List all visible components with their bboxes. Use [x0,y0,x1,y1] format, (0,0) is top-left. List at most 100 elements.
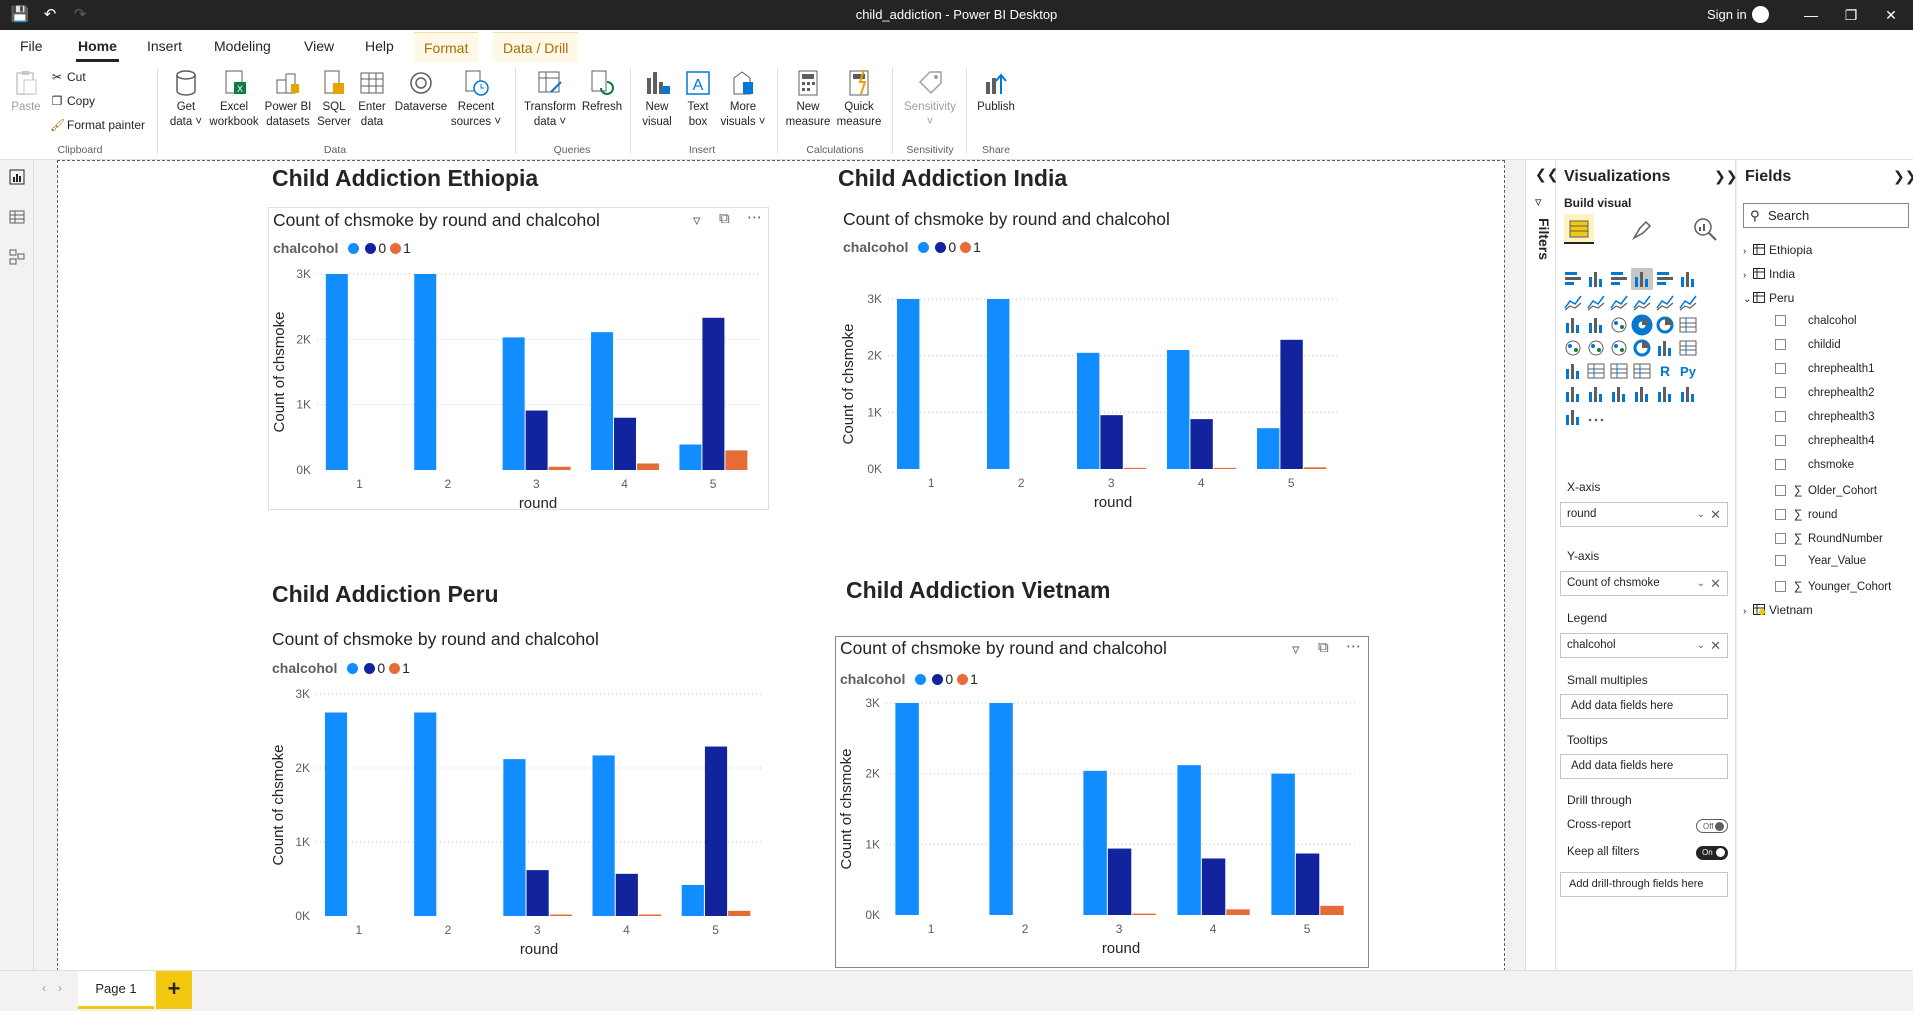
more-visuals-button[interactable]: More visuals ˅ [718,68,768,130]
collapse-fields-icon[interactable]: ❯❯ [1893,168,1913,184]
clustered-column-visual-icon[interactable] [1631,268,1653,290]
tooltips-well[interactable]: Add data fields here [1560,754,1728,779]
filter-icon[interactable]: ▿ [1292,641,1300,658]
bar[interactable] [591,332,614,470]
bar[interactable] [548,466,571,470]
field-item[interactable]: ∑ Younger_Cohort [1775,579,1891,593]
field-item[interactable]: Year_Value [1775,555,1866,567]
table-visual-icon[interactable] [1608,360,1630,382]
bar[interactable] [503,759,526,916]
paste-button[interactable]: Paste [10,68,42,115]
chevron-down-icon[interactable]: ⌄ [1696,640,1705,651]
field-table[interactable]: › Ethiopia [1743,243,1812,257]
format-visual-tab[interactable] [1626,214,1656,244]
bar[interactable] [637,463,659,470]
field-table[interactable]: › India [1743,267,1795,281]
filter-icon[interactable]: ▿ [693,212,701,229]
bar[interactable] [414,712,437,917]
shape-map-visual-icon[interactable] [1608,337,1630,359]
power-bi-datasets-button[interactable]: Power BI datasets [262,68,314,130]
tab-insert[interactable]: Insert [147,38,183,54]
bar[interactable] [1190,419,1213,469]
map-visual-icon[interactable] [1562,337,1584,359]
legend-dot-blank[interactable] [918,242,930,253]
decomp-tree-visual-icon[interactable] [1562,406,1584,428]
remove-field-icon[interactable]: ✕ [1710,576,1721,591]
gauge-visual-icon[interactable] [1631,337,1653,359]
bar[interactable] [702,317,725,470]
close-icon[interactable]: ✕ [1885,7,1897,23]
more-options-icon[interactable]: ⋯ [747,209,762,226]
remove-field-icon[interactable]: ✕ [1710,507,1721,522]
legend-dot-blank[interactable] [347,663,359,674]
field-checkbox[interactable] [1775,459,1786,470]
matrix-visual-icon[interactable] [1631,360,1653,382]
chevron-right-icon[interactable]: › [1743,270,1747,281]
field-item[interactable]: ∑ RoundNumber [1775,531,1883,545]
bar[interactable] [502,337,525,470]
bar[interactable] [1083,770,1107,915]
chart-vietnam[interactable]: Count of chsmoke by round and chalcohol … [835,636,1369,968]
quick-measure-button[interactable]: Quick measure [834,68,884,130]
bar[interactable] [897,299,920,469]
chevron-right-icon[interactable]: › [1743,246,1747,257]
line-clustered-visual-icon[interactable] [1654,291,1676,313]
focus-mode-icon[interactable]: ⧉ [719,210,730,227]
bar[interactable] [1201,858,1226,915]
bar[interactable] [1303,467,1327,469]
bar[interactable] [1167,350,1190,469]
chevron-down-icon[interactable]: ⌄ [1696,509,1705,520]
bar[interactable] [1177,765,1201,915]
redo-icon[interactable]: ↷ [73,6,87,23]
clustered-bar-visual-icon[interactable] [1608,268,1630,290]
bar[interactable] [1320,905,1344,915]
field-checkbox[interactable] [1775,363,1786,374]
bar[interactable] [989,703,1013,915]
new-measure-button[interactable]: New measure [784,68,832,130]
recent-sources-button[interactable]: Recent sources ˅ [450,68,502,130]
keep-filters-toggle[interactable]: On [1696,846,1728,860]
undo-icon[interactable]: ↶ [43,6,57,23]
key-influencers-visual-icon[interactable] [1562,383,1584,405]
report-page[interactable]: Child Addiction Ethiopia Count of chsmok… [57,160,1505,971]
100-column-visual-icon[interactable] [1677,268,1699,290]
field-item[interactable]: ∑ Older_Cohort [1775,483,1877,497]
power-automate-visual-icon[interactable] [1677,383,1699,405]
bar[interactable] [1077,352,1100,469]
treemap-visual-icon[interactable] [1677,314,1699,336]
page-tab-1[interactable]: Page 1 [78,971,154,1009]
chevron-right-icon[interactable]: › [1743,606,1747,617]
bar[interactable] [681,884,704,916]
field-item[interactable]: chsmoke [1775,459,1854,471]
legend-dot-blank[interactable] [915,674,927,685]
sign-in-link[interactable]: Sign in [1707,7,1747,22]
legend-dot-1[interactable] [960,242,972,253]
power-apps-visual-icon[interactable] [1654,383,1676,405]
field-table[interactable]: ⌄ Peru [1743,291,1794,305]
stacked-column-visual-icon[interactable] [1585,268,1607,290]
dataverse-button[interactable]: Dataverse [392,68,450,115]
chevron-down-icon[interactable]: ⌄ [1743,294,1752,305]
bar[interactable] [728,910,751,916]
qa-visual-icon[interactable] [1585,383,1607,405]
smart-narrative-visual-icon[interactable] [1608,383,1630,405]
funnel-visual-icon[interactable] [1585,314,1607,336]
report-view-icon[interactable] [8,168,26,186]
field-checkbox[interactable] [1775,509,1786,520]
ribbon-visual-icon[interactable] [1677,291,1699,313]
field-checkbox[interactable] [1775,555,1786,566]
bar[interactable] [679,444,702,470]
bar[interactable] [1295,853,1320,915]
next-page-icon[interactable]: › [58,981,62,995]
bar[interactable] [638,914,662,916]
tab-view[interactable]: View [304,38,335,54]
analytics-tab[interactable] [1690,214,1720,244]
small-multiples-well[interactable]: Add data fields here [1560,694,1728,719]
pie-visual-icon[interactable] [1631,314,1653,336]
scatter-visual-icon[interactable] [1608,314,1630,336]
stacked-bar-visual-icon[interactable] [1562,268,1584,290]
copy-button[interactable]: ❐ Copy [50,94,95,108]
legend-dot-1[interactable] [390,243,402,254]
area-visual-icon[interactable] [1585,291,1607,313]
r-visual-visual-icon[interactable]: R [1654,360,1676,382]
